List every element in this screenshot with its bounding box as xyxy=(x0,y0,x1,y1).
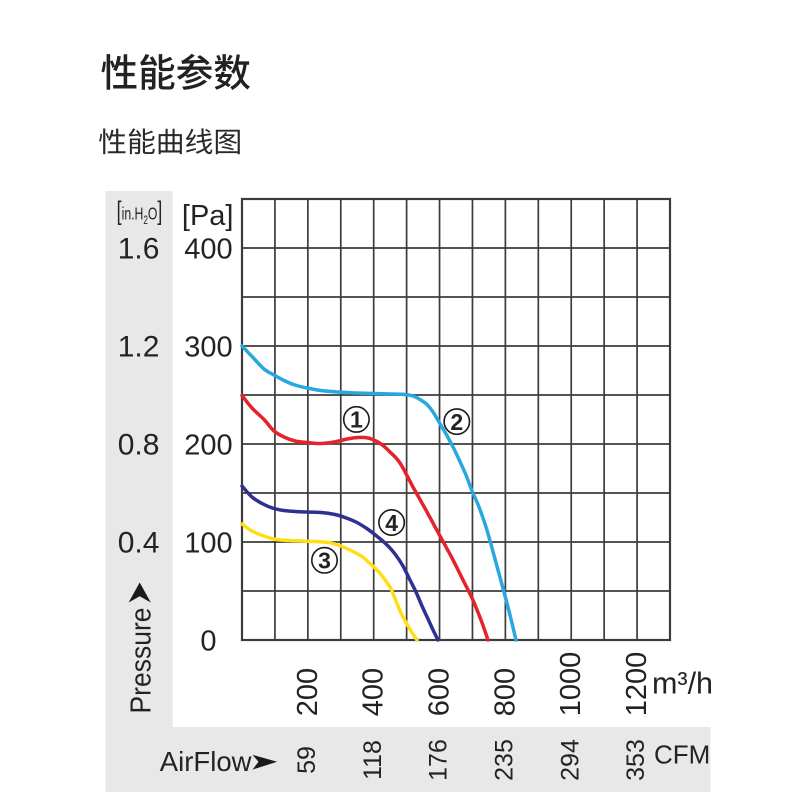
svg-text:1200: 1200 xyxy=(621,652,653,717)
svg-text:800: 800 xyxy=(489,668,521,716)
svg-text:CFM: CFM xyxy=(654,740,710,770)
svg-text:400: 400 xyxy=(358,668,390,716)
svg-text:4: 4 xyxy=(385,510,398,536)
svg-text:0.8: 0.8 xyxy=(118,428,160,461)
svg-text:3: 3 xyxy=(318,548,331,574)
svg-text:100: 100 xyxy=(184,527,232,559)
svg-text:1.2: 1.2 xyxy=(118,330,160,363)
svg-text:400: 400 xyxy=(184,233,232,265)
svg-text:200: 200 xyxy=(184,429,232,461)
svg-text:1: 1 xyxy=(350,407,363,433)
svg-text:0: 0 xyxy=(200,625,216,657)
svg-text:200: 200 xyxy=(292,668,324,716)
svg-text:118: 118 xyxy=(359,740,387,780)
svg-text:235: 235 xyxy=(490,739,518,781)
svg-text:[Pa]: [Pa] xyxy=(182,200,234,232)
svg-text:0.4: 0.4 xyxy=(118,526,160,559)
svg-text:1000: 1000 xyxy=(555,652,587,717)
svg-text:m³/h: m³/h xyxy=(652,667,713,701)
svg-text:176: 176 xyxy=(425,739,453,781)
svg-text:353: 353 xyxy=(622,739,650,781)
svg-text:294: 294 xyxy=(556,739,584,781)
svg-text:Pressure: Pressure xyxy=(126,608,158,714)
svg-text:AirFlow: AirFlow xyxy=(160,746,252,777)
svg-text:300: 300 xyxy=(184,331,232,363)
svg-text:600: 600 xyxy=(424,668,456,716)
svg-text:2: 2 xyxy=(450,409,463,435)
svg-text:1.6: 1.6 xyxy=(118,232,160,265)
svg-text:59: 59 xyxy=(293,746,321,774)
